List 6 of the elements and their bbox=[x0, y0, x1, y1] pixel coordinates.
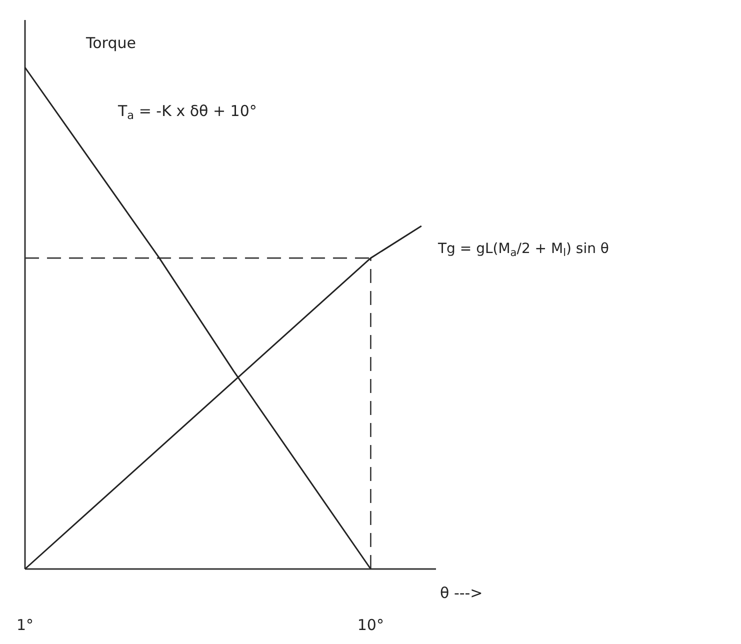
y-axis-title: Torque bbox=[85, 34, 136, 52]
annotation: T$_{a}$ = -K x δθ + 10° bbox=[117, 102, 257, 122]
x-tick-label: 10° bbox=[357, 616, 384, 634]
x-axis-title: θ ---> bbox=[440, 584, 483, 602]
text: Tg = gL(M$_{a}$/2 + M$_{l}$) sin θ bbox=[437, 241, 609, 260]
x-tick-label: 1° bbox=[16, 616, 34, 634]
